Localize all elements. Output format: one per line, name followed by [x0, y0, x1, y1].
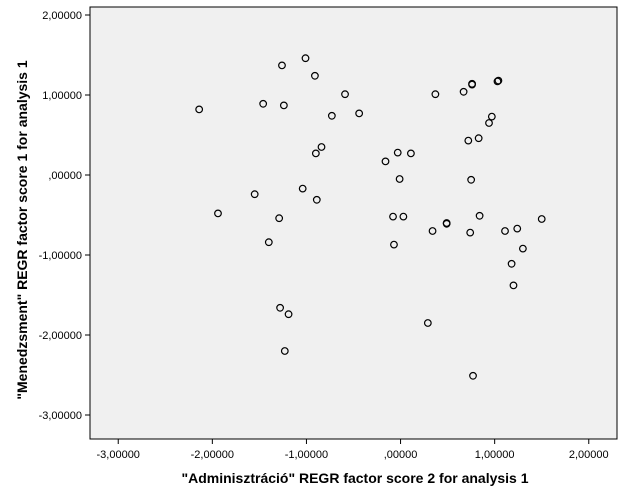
- data-point: [509, 281, 518, 290]
- data-point: [493, 77, 502, 86]
- data-point: [407, 149, 415, 158]
- y-tick-label: 2,00000: [42, 10, 82, 22]
- data-point: [537, 215, 546, 223]
- data-point: [485, 119, 493, 127]
- y-tick-label: 1,00000: [42, 90, 82, 102]
- data-point: [393, 148, 402, 157]
- plot-area: [89, 6, 618, 440]
- data-point: [467, 175, 476, 184]
- data-point: [474, 134, 483, 143]
- data-point: [284, 310, 293, 319]
- data-point: [312, 195, 321, 204]
- data-point: [469, 371, 477, 380]
- data-point: [275, 214, 284, 223]
- data-point: [250, 190, 259, 199]
- data-point: [280, 347, 289, 355]
- data-point: [507, 259, 516, 268]
- data-point: [442, 219, 451, 228]
- x-tick-label: -3,00000: [97, 449, 140, 461]
- data-point: [355, 109, 364, 118]
- data-point: [390, 240, 398, 249]
- x-axis-title: "Adminisztráció" REGR factor score 2 for…: [181, 470, 528, 486]
- y-tick-label: -2,00000: [39, 330, 82, 342]
- data-point: [464, 136, 473, 145]
- y-tick-label: -1,00000: [39, 250, 82, 262]
- data-point: [298, 184, 307, 193]
- data-point: [259, 99, 268, 108]
- data-point: [494, 76, 503, 85]
- data-point: [431, 90, 440, 99]
- data-point: [301, 54, 310, 63]
- data-point: [468, 79, 476, 88]
- data-point: [475, 211, 484, 220]
- data-point: [518, 244, 527, 253]
- x-tick-label: -2,00000: [191, 449, 234, 461]
- data-point: [311, 71, 319, 80]
- x-tick-label: -1,00000: [285, 449, 328, 461]
- data-point: [311, 149, 320, 158]
- data-point: [279, 101, 288, 110]
- data-point: [395, 175, 404, 183]
- data-point: [501, 227, 509, 235]
- data-point: [276, 303, 284, 312]
- data-point: [423, 319, 432, 327]
- data-point: [466, 228, 475, 237]
- data-point: [428, 227, 437, 235]
- data-point: [399, 212, 408, 221]
- x-tick-label: ,00000: [384, 449, 418, 461]
- data-point: [214, 209, 222, 218]
- data-point: [341, 90, 349, 99]
- data-point: [389, 212, 397, 221]
- data-point: [327, 111, 336, 120]
- y-axis-ticks: -3,00000 -2,00000 -1,00000 ,00000 1,00000 2,0…: [39, 10, 90, 422]
- x-tick-label: 1,00000: [475, 449, 515, 461]
- data-point: [459, 87, 468, 96]
- x-tick-label: 2,00000: [569, 449, 609, 461]
- data-point: [278, 61, 286, 70]
- data-point: [513, 224, 522, 233]
- data-point: [317, 143, 326, 151]
- data-point: [195, 105, 204, 114]
- x-axis-ticks: -3,00000 -2,00000 -1,00000 ,00000 1,00000 2,0…: [97, 439, 609, 461]
- data-point: [487, 112, 496, 121]
- y-axis-title: "Menedzsment" REGR factor score 1 for an…: [14, 60, 30, 399]
- data-point: [264, 238, 273, 247]
- data-points: [195, 54, 546, 380]
- y-tick-label: -3,00000: [39, 410, 82, 422]
- y-tick-label: ,00000: [48, 170, 82, 182]
- data-point: [381, 157, 390, 166]
